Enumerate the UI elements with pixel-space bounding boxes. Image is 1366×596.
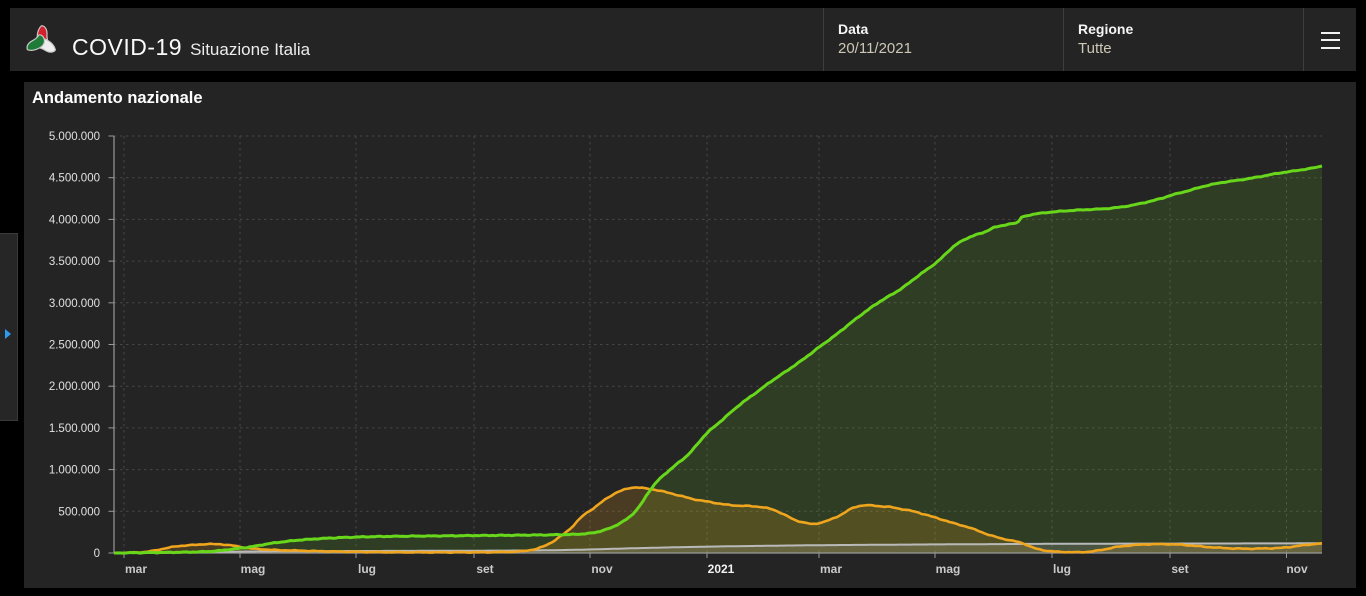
svg-text:nov: nov (591, 562, 613, 576)
svg-text:mag: mag (241, 562, 266, 576)
svg-text:mag: mag (936, 562, 961, 576)
svg-text:0: 0 (94, 548, 100, 560)
svg-text:2.000.000: 2.000.000 (49, 381, 100, 393)
svg-text:5.000.000: 5.000.000 (49, 131, 100, 143)
svg-text:lug: lug (358, 562, 376, 576)
svg-text:1.000.000: 1.000.000 (49, 465, 100, 477)
svg-text:2.500.000: 2.500.000 (49, 340, 100, 352)
svg-text:mar: mar (125, 562, 147, 576)
svg-text:set: set (476, 562, 493, 576)
svg-text:4.500.000: 4.500.000 (49, 173, 100, 185)
svg-text:1.500.000: 1.500.000 (49, 423, 100, 435)
svg-text:4.000.000: 4.000.000 (49, 214, 100, 226)
svg-text:mar: mar (820, 562, 842, 576)
svg-text:3.000.000: 3.000.000 (49, 298, 100, 310)
svg-text:set: set (1171, 562, 1188, 576)
svg-text:lug: lug (1053, 562, 1071, 576)
svg-text:3.500.000: 3.500.000 (49, 256, 100, 268)
svg-text:2021: 2021 (708, 562, 735, 576)
svg-text:nov: nov (1286, 562, 1308, 576)
svg-text:500.000: 500.000 (58, 506, 100, 518)
